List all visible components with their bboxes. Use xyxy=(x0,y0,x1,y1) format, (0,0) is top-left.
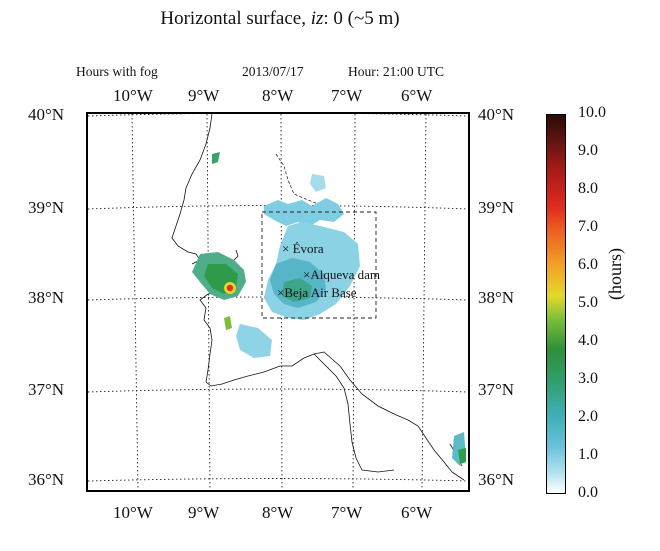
lon-tick-top-7w: 7°W xyxy=(331,86,363,105)
border xyxy=(313,353,395,473)
lon-tick-bottom-8w: 8°W xyxy=(262,503,294,522)
beja-marker: ×Beja Air Base xyxy=(277,285,357,300)
cbar-tick-3: 3.0 xyxy=(578,370,598,387)
lat-tick-left-40n: 40°N xyxy=(28,105,65,124)
evora-marker: × Évora xyxy=(282,241,324,256)
cbar-tick-6: 6.0 xyxy=(578,256,598,273)
alqueva-marker: ×Alqueva dam xyxy=(303,267,381,282)
lon-tick-top-10w: 10°W xyxy=(113,86,153,105)
evora-label: Évora xyxy=(292,241,324,256)
fog-patch-beja xyxy=(282,278,312,302)
lon-tick-bottom-7w: 7°W xyxy=(331,503,363,522)
lon-tick-top-6w: 6°W xyxy=(401,86,433,105)
lat-tick-right-36n: 36°N xyxy=(478,470,515,489)
beja-label: Beja Air Base xyxy=(284,285,357,300)
lat-tick-right-38n: 38°N xyxy=(478,288,515,307)
cbar-tick-5: 5.0 xyxy=(578,294,598,311)
lon-tick-bottom-10w: 10°W xyxy=(113,503,153,522)
fog-patch-ne xyxy=(310,174,326,192)
title-iz: iz xyxy=(310,8,324,29)
subtitle-hour: Hour: 21:00 UTC xyxy=(348,64,444,79)
cbar-tick-10: 10.0 xyxy=(578,104,606,121)
lon-tick-bottom-6w: 6°W xyxy=(401,503,433,522)
cbar-tick-9: 9.0 xyxy=(578,142,598,159)
lat-tick-right-39n: 39°N xyxy=(478,198,515,217)
fog-patch-sw xyxy=(236,324,272,358)
lon-tick-bottom-9w: 9°W xyxy=(188,503,220,522)
cbar-tick-0: 0.0 xyxy=(578,484,598,501)
fog-max-red xyxy=(226,284,234,292)
title-rest: : 0 (~5 m) xyxy=(323,8,400,29)
chart-title: Horizontal surface, iz: 0 (~5 m) xyxy=(0,8,560,30)
study-area-box xyxy=(261,211,377,319)
fog-patch-se-core xyxy=(458,448,466,464)
lat-tick-left-36n: 36°N xyxy=(28,470,65,489)
lat-tick-left-38n: 38°N xyxy=(28,288,65,307)
fog-patch-coast-n xyxy=(212,152,220,164)
map-panel xyxy=(86,112,470,492)
fog-patch-sines xyxy=(224,316,232,330)
lon-tick-top-9w: 9°W xyxy=(188,86,220,105)
title-main: Horizontal surface, xyxy=(160,8,311,29)
cbar-tick-2: 2.0 xyxy=(578,408,598,425)
map-canvas xyxy=(88,114,468,490)
colorbar xyxy=(546,114,566,494)
subtitle-variable: Hours with fog xyxy=(76,64,158,79)
lat-tick-right-40n: 40°N xyxy=(478,105,515,124)
cbar-tick-4: 4.0 xyxy=(578,332,598,349)
lon-tick-top-8w: 8°W xyxy=(262,86,294,105)
cbar-tick-1: 1.0 xyxy=(578,446,598,463)
cbar-tick-7: 7.0 xyxy=(578,218,598,235)
lat-tick-right-37n: 37°N xyxy=(478,380,515,399)
cbar-tick-8: 8.0 xyxy=(578,180,598,197)
alqueva-label: Alqueva dam xyxy=(310,267,381,282)
lat-tick-left-39n: 39°N xyxy=(28,198,65,217)
subtitle-date: 2013/07/17 xyxy=(242,64,304,79)
colorbar-label: (hours) xyxy=(605,248,625,300)
lat-tick-left-37n: 37°N xyxy=(28,380,65,399)
graticule xyxy=(88,114,468,490)
